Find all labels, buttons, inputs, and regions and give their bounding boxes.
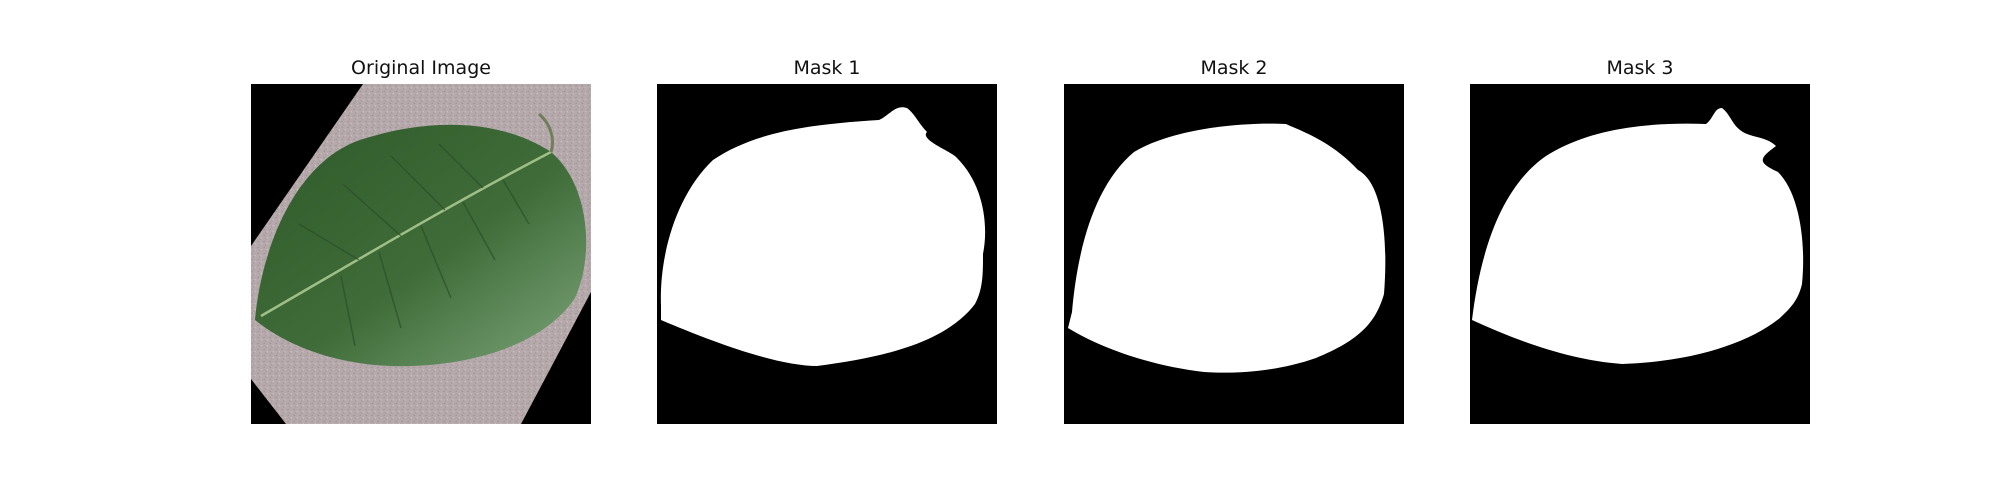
leaf-stem	[537, 112, 554, 153]
leaf-midrib	[260, 150, 552, 318]
leaf-veins	[298, 143, 530, 347]
panel-mask-2: Mask 2	[1064, 0, 1404, 500]
mask-region	[1472, 108, 1804, 364]
panel-mask-1: Mask 1	[657, 0, 997, 500]
mask-image	[1064, 84, 1404, 424]
mask-region	[660, 107, 986, 366]
panel-title: Mask 1	[793, 57, 861, 79]
original-leaf-image	[251, 84, 591, 424]
mask-image	[657, 84, 997, 424]
mask-region	[1068, 123, 1386, 373]
leaf-blade	[255, 124, 587, 367]
panel-original-image: Original Image	[251, 0, 591, 500]
panel-title: Mask 3	[1606, 57, 1674, 79]
mask-image	[1470, 84, 1810, 424]
panel-title: Original Image	[351, 57, 491, 79]
panel-mask-3: Mask 3	[1470, 0, 1810, 500]
panel-title: Mask 2	[1200, 57, 1268, 79]
